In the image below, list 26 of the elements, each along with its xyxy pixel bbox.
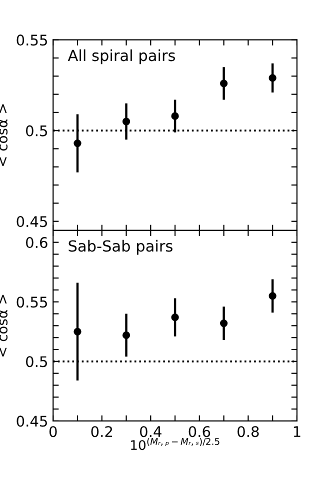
x-tick-label: 0.4 (140, 426, 162, 438)
y-tick-label: 0.45 (16, 216, 47, 228)
point (74, 139, 82, 148)
point (122, 118, 130, 126)
point (268, 74, 276, 82)
text: Sab-Sab pairs (68, 240, 172, 255)
point (171, 112, 179, 120)
y-tick-label: 0.5 (26, 125, 47, 136)
point (268, 292, 276, 300)
x-tick-label: 0 (49, 426, 57, 438)
y-tick-label: 0.55 (16, 34, 47, 46)
y-tick-label: 0.5 (26, 356, 47, 368)
text: All spiral pairs (68, 49, 175, 64)
point (220, 319, 228, 328)
y-tick-label: 0.55 (16, 296, 47, 308)
x-tick-label: 0.8 (238, 426, 259, 438)
x-tick-label: 0.2 (91, 426, 112, 438)
point (122, 331, 130, 340)
point (171, 314, 179, 322)
x-tick-label: 1 (294, 426, 300, 437)
x-axis-title: 10$^{(Mᵣ,ₚ−Mᵣ,ₛ)/2.5}$ (131, 438, 220, 450)
y-tick-label: 0.45 (16, 416, 47, 427)
y-tick-label: 0.6 (26, 237, 48, 248)
point (74, 328, 82, 336)
x-tick-label: 0.6 (188, 426, 210, 438)
point (220, 80, 228, 88)
